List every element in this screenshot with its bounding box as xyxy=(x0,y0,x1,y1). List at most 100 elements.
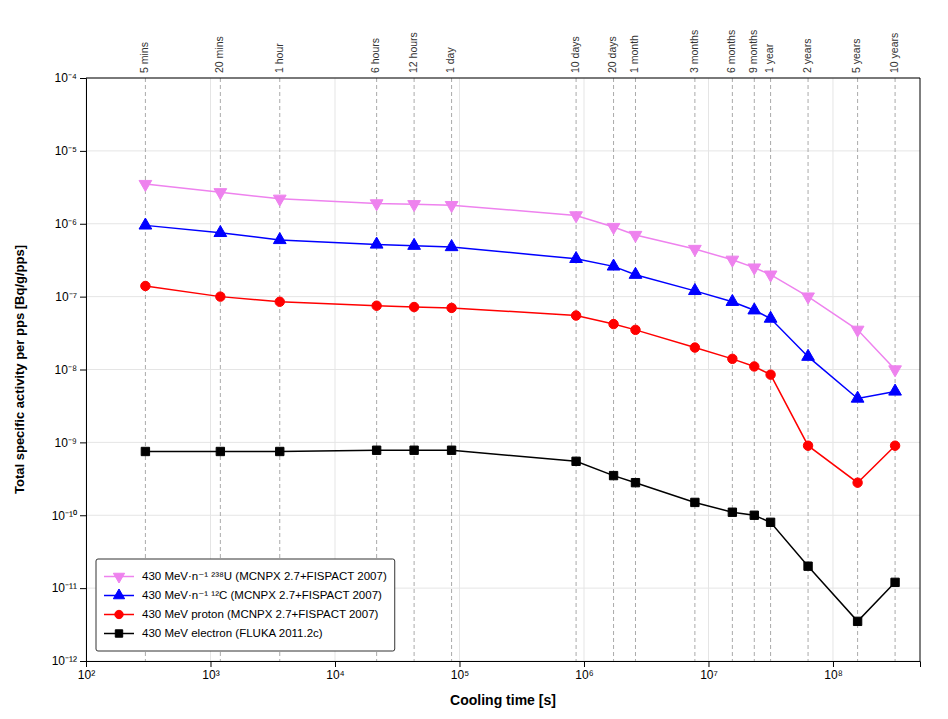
data-point xyxy=(445,201,458,212)
top-label: 12 hours xyxy=(407,32,419,73)
tick: 10⁻⁵ xyxy=(55,144,86,158)
legend-marker xyxy=(113,589,124,599)
chart: 10²10³10⁴10⁵10⁶10⁷10⁸10⁻¹²10⁻¹¹10⁻¹⁰10⁻⁹… xyxy=(0,0,948,719)
tick-label: 10⁻¹² xyxy=(52,654,77,668)
data-point xyxy=(631,478,639,486)
tick: 10⁻¹² xyxy=(52,654,86,668)
plot: 10²10³10⁴10⁵10⁶10⁷10⁸10⁻¹²10⁻¹¹10⁻¹⁰10⁻⁹… xyxy=(12,30,921,708)
tick-mark xyxy=(80,588,86,589)
reference-line xyxy=(613,78,614,661)
grid-line xyxy=(86,78,920,79)
data-point xyxy=(408,238,421,249)
data-area xyxy=(139,78,901,661)
reference-line xyxy=(414,78,415,661)
tick-label: 10⁷ xyxy=(700,668,718,682)
tick-label: 10⁶ xyxy=(575,668,593,682)
tick-mark xyxy=(708,661,709,667)
top-label: 1 month xyxy=(628,35,640,73)
data-point xyxy=(447,303,456,312)
data-point xyxy=(570,212,583,223)
data-point xyxy=(372,301,381,310)
tick-label: 10³ xyxy=(202,668,219,682)
data-point xyxy=(609,319,618,328)
reference-line xyxy=(808,78,809,661)
data-point xyxy=(273,233,286,244)
grid-line xyxy=(86,369,920,370)
data-point xyxy=(372,446,380,454)
tick: 10³ xyxy=(202,661,219,682)
tick-label: 10⁴ xyxy=(326,668,345,682)
top-label: 2 years xyxy=(801,39,813,73)
data-point xyxy=(689,245,702,256)
tick-label: 10⁻⁴ xyxy=(54,71,77,85)
data-point xyxy=(607,259,620,270)
data-point xyxy=(370,237,383,248)
data-point xyxy=(570,251,583,262)
data-point xyxy=(726,256,739,267)
data-point xyxy=(750,362,759,371)
top-label: 5 years xyxy=(850,39,862,73)
data-point xyxy=(890,441,899,450)
data-point xyxy=(141,447,149,455)
data-point xyxy=(802,293,815,304)
tick: 10⁸ xyxy=(824,661,842,682)
top-label: 10 days xyxy=(569,36,581,73)
tick: 10⁻¹⁰ xyxy=(52,509,86,523)
data-point xyxy=(728,354,737,363)
tick: 10⁴ xyxy=(326,661,345,682)
tick-label: 10⁻⁷ xyxy=(55,290,77,304)
legend-marker xyxy=(115,630,122,637)
top-labels: 5 mins20 mins1 hour6 hours12 hours1 day1… xyxy=(138,30,900,73)
top-label: 10 years xyxy=(888,33,900,73)
tick-mark xyxy=(80,370,86,371)
data-point xyxy=(766,370,775,379)
tick-mark xyxy=(80,442,86,443)
legend-label: 430 MeV electron (FLUKA 2011.2c) xyxy=(142,627,323,639)
tick: 10⁻¹¹ xyxy=(52,581,86,595)
top-label: 5 mins xyxy=(138,42,150,73)
tick-mark xyxy=(80,151,86,152)
tick-mark xyxy=(80,515,86,516)
tick-mark xyxy=(584,661,585,667)
series xyxy=(139,218,901,402)
data-point xyxy=(273,195,286,206)
tick-label: 10⁻⁸ xyxy=(55,363,77,377)
tick-label: 10⁻¹⁰ xyxy=(52,509,77,523)
data-point xyxy=(139,218,152,229)
top-label: 20 days xyxy=(606,36,618,73)
frame xyxy=(86,78,920,79)
data-point xyxy=(748,303,761,314)
series-line xyxy=(145,184,895,369)
data-point xyxy=(691,498,699,506)
data-point xyxy=(750,511,758,519)
data-point xyxy=(690,343,699,352)
data-point xyxy=(214,189,227,200)
tick-mark xyxy=(210,661,211,667)
data-point xyxy=(275,297,284,306)
data-point xyxy=(851,391,864,402)
data-point xyxy=(889,384,902,395)
data-point xyxy=(408,201,421,212)
tick-mark xyxy=(459,661,460,667)
data-point xyxy=(370,200,383,211)
data-point xyxy=(853,617,861,625)
tick-label: 10⁻⁶ xyxy=(55,217,77,231)
data-point xyxy=(571,311,580,320)
top-label: 1 hour xyxy=(273,43,285,73)
data-point xyxy=(572,457,580,465)
legend-label: 430 MeV proton (MCNPX 2.7+FISPACT 2007) xyxy=(142,608,379,620)
reference-line xyxy=(694,78,695,661)
data-point xyxy=(609,471,617,479)
tick: 10⁵ xyxy=(451,661,469,682)
data-point xyxy=(410,446,418,454)
tick-mark xyxy=(80,661,86,662)
data-point xyxy=(853,478,862,487)
grid-line xyxy=(86,442,920,443)
data-point xyxy=(445,240,458,251)
top-label: 1 year xyxy=(763,43,775,73)
tick-mark xyxy=(335,661,336,667)
data-point xyxy=(214,226,227,237)
data-point xyxy=(802,349,815,360)
data-point xyxy=(629,267,642,278)
tick: 10⁻⁹ xyxy=(55,436,87,450)
